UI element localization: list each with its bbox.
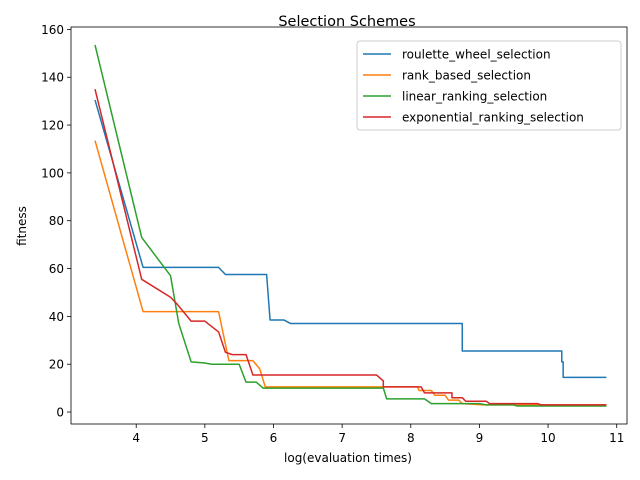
- x-tick-label: 4: [132, 431, 140, 445]
- y-tick-label: 120: [41, 119, 64, 133]
- y-axis-label: fitness: [15, 206, 29, 246]
- y-tick-label: 80: [49, 214, 64, 228]
- x-axis-ticks: 4 5 6 7 8 9 10 11: [132, 424, 624, 445]
- x-tick-label: 5: [201, 431, 209, 445]
- x-axis-label: log(evaluation times): [284, 451, 412, 465]
- chart-title: Selection Schemes: [278, 14, 415, 30]
- x-tick-label: 7: [338, 431, 346, 445]
- x-tick-label: 9: [476, 431, 484, 445]
- y-axis-ticks: 0 20 40 60 80 100 120 140 160: [41, 23, 71, 420]
- y-tick-label: 20: [49, 358, 64, 372]
- y-tick-label: 140: [41, 71, 64, 85]
- x-tick-label: 10: [540, 431, 555, 445]
- plot-area: [94, 44, 607, 407]
- x-tick-label: 11: [609, 431, 624, 445]
- axes-frame: [70, 26, 628, 425]
- x-tick-label: 6: [270, 431, 278, 445]
- y-tick-label: 100: [41, 166, 64, 180]
- y-tick-label: 160: [41, 23, 64, 37]
- legend-box: [356, 40, 622, 131]
- series-line-0: [94, 99, 607, 379]
- y-tick-label: 60: [49, 262, 64, 276]
- legend-label-2: linear_ranking_selection: [402, 90, 547, 104]
- x-tick-label: 8: [407, 431, 415, 445]
- y-tick-label: 0: [56, 406, 64, 420]
- legend-label-3: exponential_ranking_selection: [402, 111, 584, 125]
- legend-label-0: roulette_wheel_selection: [402, 48, 551, 62]
- legend: roulette_wheel_selection rank_based_selec…: [356, 40, 622, 131]
- series-line-3: [94, 89, 607, 406]
- legend-label-1: rank_based_selection: [402, 69, 531, 83]
- series-line-2: [94, 44, 607, 407]
- y-tick-label: 40: [49, 310, 64, 324]
- series-line-1: [94, 140, 607, 406]
